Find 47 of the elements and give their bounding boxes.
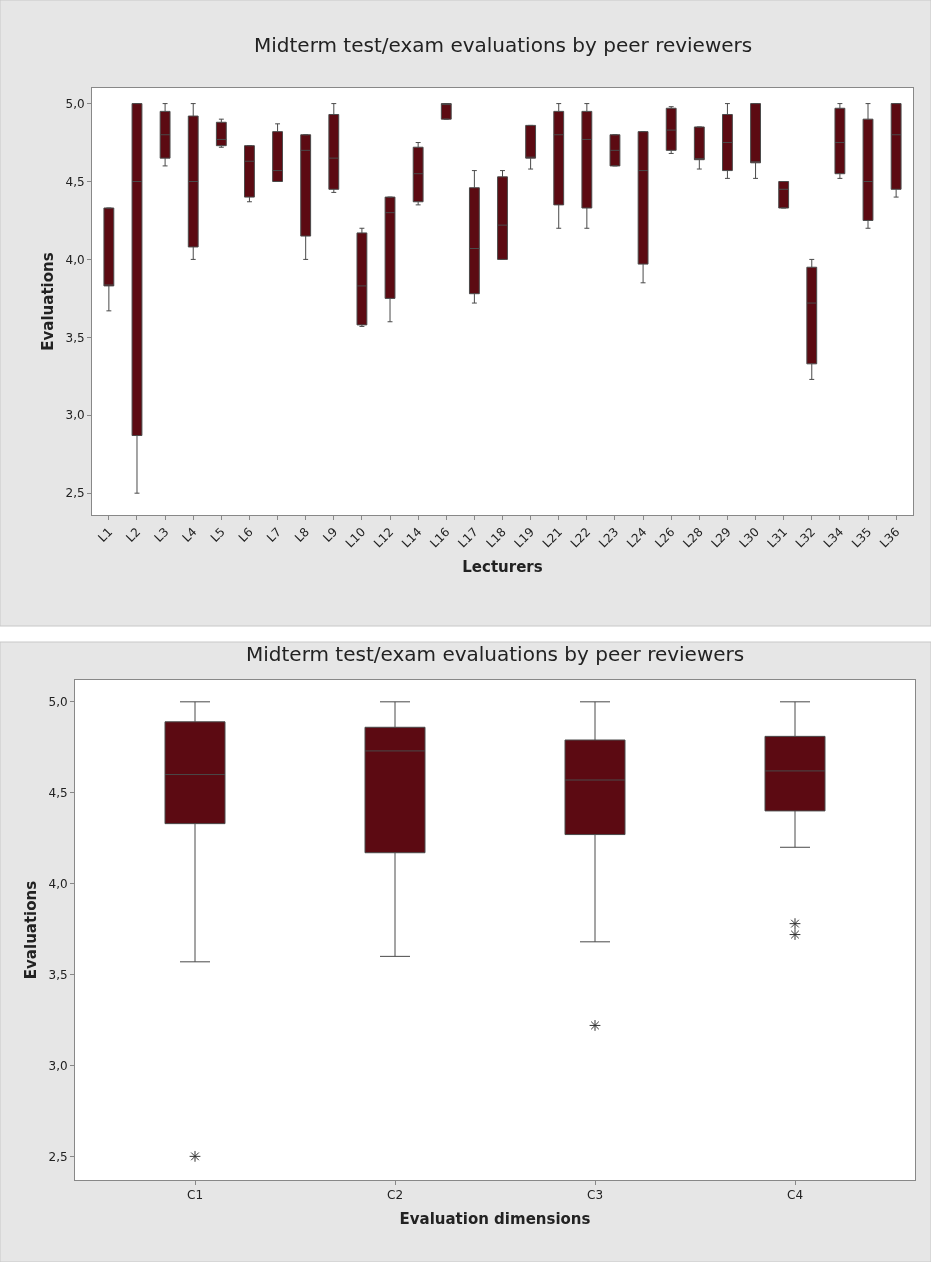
y-tick-label: 5,0 — [65, 96, 85, 111]
x-tick-label: L18 — [483, 524, 509, 551]
x-tick-label: L5 — [207, 524, 228, 545]
x-tick-label: L8 — [292, 524, 313, 545]
x-tick-label: L10 — [342, 524, 369, 551]
x-tick-label: L1 — [95, 524, 116, 545]
x-tick-label: L9 — [320, 524, 341, 545]
y-tick-label: 5,0 — [48, 695, 68, 710]
x-tick-label: L3 — [151, 524, 172, 545]
x-tick-label: L35 — [848, 524, 875, 551]
x-tick-label: L29 — [708, 524, 734, 551]
chart-title: Midterm test/exam evaluations by peer reviewers — [254, 33, 753, 57]
y-tick-label: 3,5 — [65, 330, 85, 345]
y-tick-label: 3,5 — [48, 967, 68, 982]
x-tick-label: C2 — [386, 1188, 404, 1203]
x-axis-title: Lecturers — [462, 558, 543, 577]
chart-title: Midterm test/exam evaluations by peer reviewers — [246, 642, 745, 666]
x-tick-label: L12 — [370, 524, 397, 551]
y-tick-label: 2,5 — [48, 1149, 68, 1164]
x-tick-label: L28 — [680, 524, 706, 551]
y-axis-title: Evaluations — [21, 880, 40, 980]
x-tick-label: L30 — [736, 524, 762, 551]
x-tick-label: L21 — [539, 524, 566, 551]
y-tick-label: 4,5 — [48, 785, 68, 800]
y-axis-title: Evaluations — [38, 252, 57, 351]
x-tick-label: L6 — [235, 524, 256, 545]
x-tick-label: L2 — [123, 524, 144, 545]
x-axis-title: Evaluation dimensions — [399, 1210, 591, 1229]
x-tick-label: L34 — [820, 524, 847, 551]
x-tick-label: L24 — [624, 524, 650, 551]
x-tick-label: L31 — [764, 524, 791, 551]
y-tick-label: 3,0 — [48, 1058, 68, 1073]
x-tick-label: C1 — [186, 1188, 204, 1203]
y-tick-label: 3,0 — [65, 408, 85, 423]
y-tick-label: 4,0 — [48, 876, 68, 891]
x-tick-label: C3 — [586, 1188, 604, 1203]
y-tick-label: 4,0 — [65, 252, 85, 267]
x-tick-label: L22 — [567, 524, 594, 551]
x-tick-label: L7 — [263, 524, 284, 545]
x-tick-label: L14 — [399, 524, 425, 551]
x-tick-label: L19 — [511, 524, 537, 551]
x-tick-label: L23 — [595, 524, 622, 551]
x-tick-label: L4 — [179, 524, 200, 545]
y-tick-label: 2,5 — [65, 486, 85, 501]
x-tick-label: C4 — [786, 1188, 804, 1203]
y-tick-label: 4,5 — [65, 174, 85, 189]
x-tick-label: L32 — [792, 524, 819, 551]
